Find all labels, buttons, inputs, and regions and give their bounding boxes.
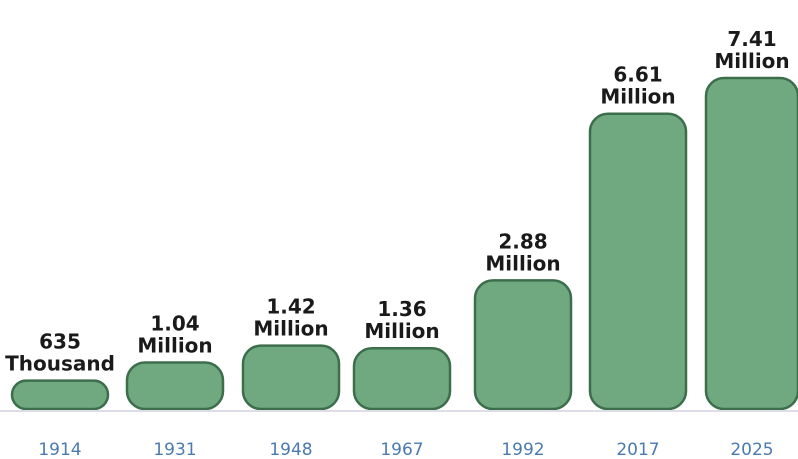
bar-1992 bbox=[473, 279, 573, 411]
data-label-1931-line-2: Million bbox=[137, 334, 212, 358]
data-label-2017-line-1: 6.61 bbox=[613, 63, 662, 87]
x-tick-label-1992: 1992 bbox=[501, 440, 544, 459]
data-label-1931-line-1: 1.04 bbox=[150, 312, 199, 336]
data-label-1992-line-1: 2.88 bbox=[498, 229, 547, 253]
x-tick-label-group: 1914 1931 1948 1967 1992 2017 2025 bbox=[38, 440, 773, 459]
bar-1914 bbox=[10, 379, 110, 411]
x-tick-label-2025: 2025 bbox=[730, 440, 773, 459]
data-label-1967-line-2: Million bbox=[364, 319, 439, 343]
data-label-2025-line-1: 7.41 bbox=[727, 27, 776, 51]
data-label-1948-line-2: Million bbox=[253, 317, 328, 341]
bar-1967 bbox=[352, 346, 452, 411]
data-label-1914-line-1: 635 bbox=[39, 330, 81, 354]
data-label-2025-line-2: Million bbox=[714, 49, 789, 73]
bar-1931 bbox=[125, 361, 225, 411]
value-label-group: 635Thousand1.04Million1.42Million1.36Mil… bbox=[5, 27, 790, 376]
x-tick-label-1948: 1948 bbox=[269, 440, 312, 459]
bar-2025 bbox=[704, 76, 798, 411]
data-label-1967-line-1: 1.36 bbox=[377, 297, 426, 321]
data-label-1992-line-2: Million bbox=[485, 251, 560, 275]
x-tick-label-1967: 1967 bbox=[380, 440, 423, 459]
bar-2017 bbox=[588, 112, 688, 411]
bar-group bbox=[10, 76, 798, 411]
x-tick-label-1931: 1931 bbox=[153, 440, 196, 459]
x-tick-label-1914: 1914 bbox=[38, 440, 81, 459]
data-label-2017-line-2: Million bbox=[600, 85, 675, 109]
bar-1948 bbox=[241, 344, 341, 411]
data-label-1948-line-1: 1.42 bbox=[266, 295, 315, 319]
data-label-1914-line-2: Thousand bbox=[5, 352, 115, 376]
x-tick-label-2017: 2017 bbox=[616, 440, 659, 459]
